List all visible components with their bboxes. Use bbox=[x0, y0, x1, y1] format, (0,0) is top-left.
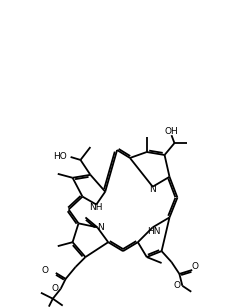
Text: O: O bbox=[192, 262, 199, 271]
Text: O: O bbox=[174, 281, 181, 290]
Text: N: N bbox=[149, 185, 156, 194]
Text: O: O bbox=[51, 284, 58, 293]
Text: HO: HO bbox=[53, 152, 67, 161]
Text: OH: OH bbox=[164, 127, 178, 136]
Text: HN: HN bbox=[147, 227, 160, 236]
Text: O: O bbox=[42, 266, 48, 275]
Text: N: N bbox=[97, 223, 104, 232]
Text: NH: NH bbox=[90, 203, 103, 212]
